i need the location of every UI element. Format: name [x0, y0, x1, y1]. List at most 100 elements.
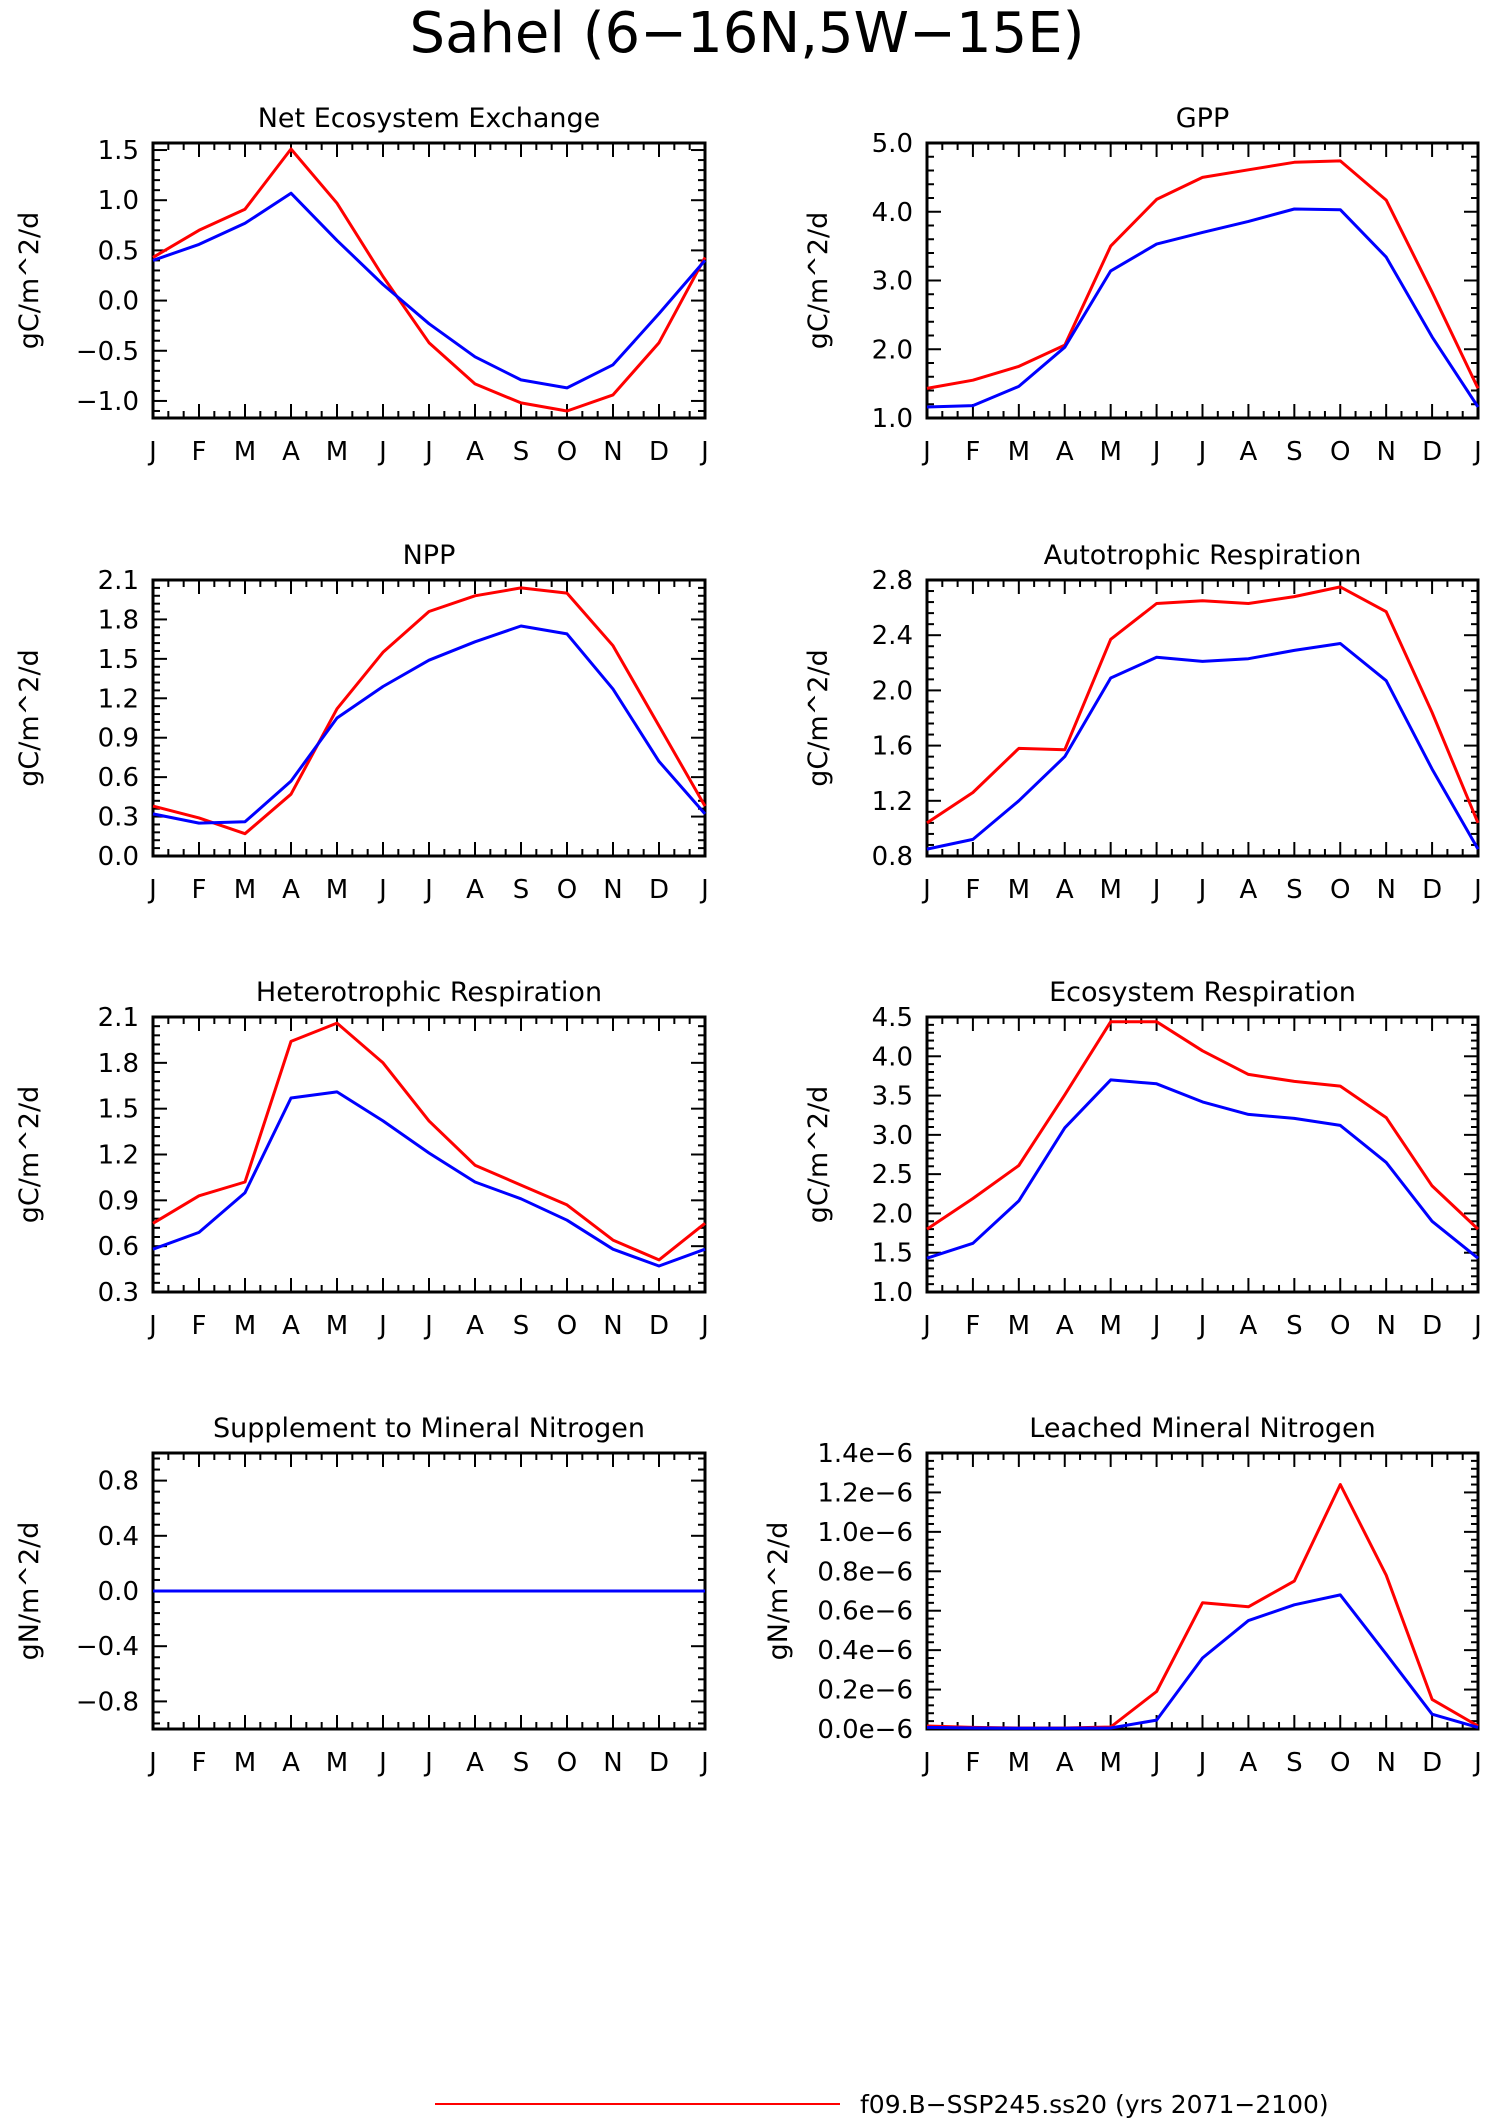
x-tick-label: J: [921, 1748, 931, 1778]
plot-frame: [151, 578, 707, 858]
x-tick-label: D: [649, 875, 669, 905]
x-tick-label: A: [282, 1311, 300, 1341]
plot-frame: [925, 1015, 1480, 1294]
y-tick-label: 0.6e−6: [817, 1597, 913, 1627]
x-tick-label: M: [1008, 1748, 1030, 1778]
y-tick-label: 3.0: [872, 1121, 913, 1151]
y-tick-label: −0.4: [76, 1632, 139, 1662]
x-tick-label: A: [466, 437, 484, 467]
series-line-red: [926, 585, 1480, 825]
x-tick-label: A: [1240, 1748, 1258, 1778]
x-tick-label: A: [282, 437, 300, 467]
y-tick-label: 0.0e−6: [817, 1715, 913, 1745]
x-tick-label: F: [192, 875, 207, 905]
x-tick-label: M: [234, 875, 256, 905]
x-tick-label: A: [1240, 875, 1258, 905]
y-tick-label: 4.0: [872, 198, 913, 228]
x-tick-label: M: [234, 437, 256, 467]
legend-label: f09.B−SSP245.ss20 (yrs 2071−2100): [860, 2090, 1329, 2119]
x-tick-label: N: [603, 1748, 622, 1778]
x-tick-label: F: [192, 1748, 207, 1778]
panel-title: Heterotrophic Respiration: [256, 977, 602, 1008]
x-tick-label: A: [282, 875, 300, 905]
x-tick-label: M: [1099, 1311, 1121, 1341]
panel-7: J F M A M J J A S O N D J0.0e−60.2e−60.4e−60.6e−60.8…: [763, 1413, 1482, 1778]
y-tick-label: 1.4e−6: [817, 1439, 913, 1469]
y-axis-label: gC/m^2/d: [14, 649, 45, 786]
x-tick-label: D: [1422, 1748, 1442, 1778]
x-tick-label: F: [965, 875, 980, 905]
series-line-red: [152, 147, 707, 413]
y-tick-label: 2.0: [872, 335, 913, 365]
y-tick-label: 1.0e−6: [817, 1518, 913, 1548]
x-tick-label: J: [699, 1311, 709, 1341]
y-tick-label: 1.5: [98, 645, 139, 675]
x-tick-label: J: [699, 437, 709, 467]
y-axis-label: gC/m^2/d: [14, 1086, 45, 1223]
y-tick-label: 0.0: [98, 1577, 139, 1607]
x-tick-label: M: [1099, 1748, 1121, 1778]
x-tick-label: J: [423, 1311, 433, 1341]
plot-frame: [151, 141, 707, 420]
x-tick-label: M: [1099, 437, 1121, 467]
plot-frame: [925, 141, 1480, 420]
panel-6: J F M A M J J A S O N D J−0.8−0.40.00.40.8gN/m^2/dSu…: [14, 1413, 709, 1778]
x-tick-label: O: [557, 875, 577, 905]
x-tick-label: J: [1197, 437, 1207, 467]
y-tick-label: 0.4: [98, 1522, 139, 1552]
x-tick-label: J: [1472, 437, 1482, 467]
x-tick-label: D: [1422, 1311, 1442, 1341]
x-tick-label: D: [649, 437, 669, 467]
x-tick-label: D: [1422, 875, 1442, 905]
x-tick-label: A: [1056, 875, 1074, 905]
y-tick-label: 0.8e−6: [817, 1557, 913, 1587]
x-tick-label: J: [1472, 1311, 1482, 1341]
x-tick-label: J: [1472, 875, 1482, 905]
x-tick-label: N: [1376, 1311, 1395, 1341]
x-tick-label: M: [326, 437, 348, 467]
x-tick-label: A: [466, 1311, 484, 1341]
panel-5: J F M A M J J A S O N D J1.01.52.02.53.03.54.04.5gC/…: [803, 977, 1482, 1341]
y-tick-label: 1.0: [98, 186, 139, 216]
x-tick-label: J: [1197, 875, 1207, 905]
x-tick-label: F: [965, 437, 980, 467]
y-tick-label: −1.0: [76, 387, 139, 417]
y-tick-label: 1.0: [872, 1278, 913, 1308]
x-tick-label: N: [1376, 1748, 1395, 1778]
x-tick-label: J: [423, 437, 433, 467]
y-tick-label: 2.8: [872, 566, 913, 596]
x-tick-label: A: [1056, 437, 1074, 467]
x-tick-label: J: [1151, 1748, 1161, 1778]
x-tick-label: M: [234, 1311, 256, 1341]
y-tick-label: 1.0: [872, 404, 913, 434]
x-tick-label: O: [557, 437, 577, 467]
y-tick-label: 1.8: [98, 1049, 139, 1079]
y-tick-label: 0.0: [98, 842, 139, 872]
panel-title: Net Ecosystem Exchange: [258, 103, 601, 134]
y-tick-label: 0.8: [872, 842, 913, 872]
x-tick-label: M: [234, 1748, 256, 1778]
y-axis-label: gC/m^2/d: [803, 649, 834, 786]
y-tick-label: 1.6: [872, 732, 913, 762]
panel-title: GPP: [1176, 103, 1230, 134]
x-tick-label: S: [513, 1311, 530, 1341]
x-tick-label: J: [377, 1311, 387, 1341]
panel-title: Ecosystem Respiration: [1049, 977, 1356, 1008]
x-tick-label: O: [1330, 1311, 1350, 1341]
x-tick-label: J: [699, 875, 709, 905]
x-tick-label: J: [1151, 437, 1161, 467]
series-line-blue: [926, 1593, 1479, 1730]
x-tick-label: A: [1240, 1311, 1258, 1341]
x-tick-label: J: [147, 875, 157, 905]
y-tick-label: 3.0: [872, 267, 913, 297]
x-tick-label: D: [649, 1311, 669, 1341]
y-tick-label: 0.5: [98, 236, 139, 266]
series-line-red: [926, 159, 1480, 390]
y-axis-label: gC/m^2/d: [803, 1086, 834, 1223]
y-tick-label: 3.5: [872, 1082, 913, 1112]
series-line-blue: [152, 191, 707, 390]
panel-4: J F M A M J J A S O N D J0.30.60.91.21.51.82.1gC/m^2…: [14, 977, 709, 1341]
x-tick-label: M: [326, 1748, 348, 1778]
x-tick-label: O: [1330, 437, 1350, 467]
